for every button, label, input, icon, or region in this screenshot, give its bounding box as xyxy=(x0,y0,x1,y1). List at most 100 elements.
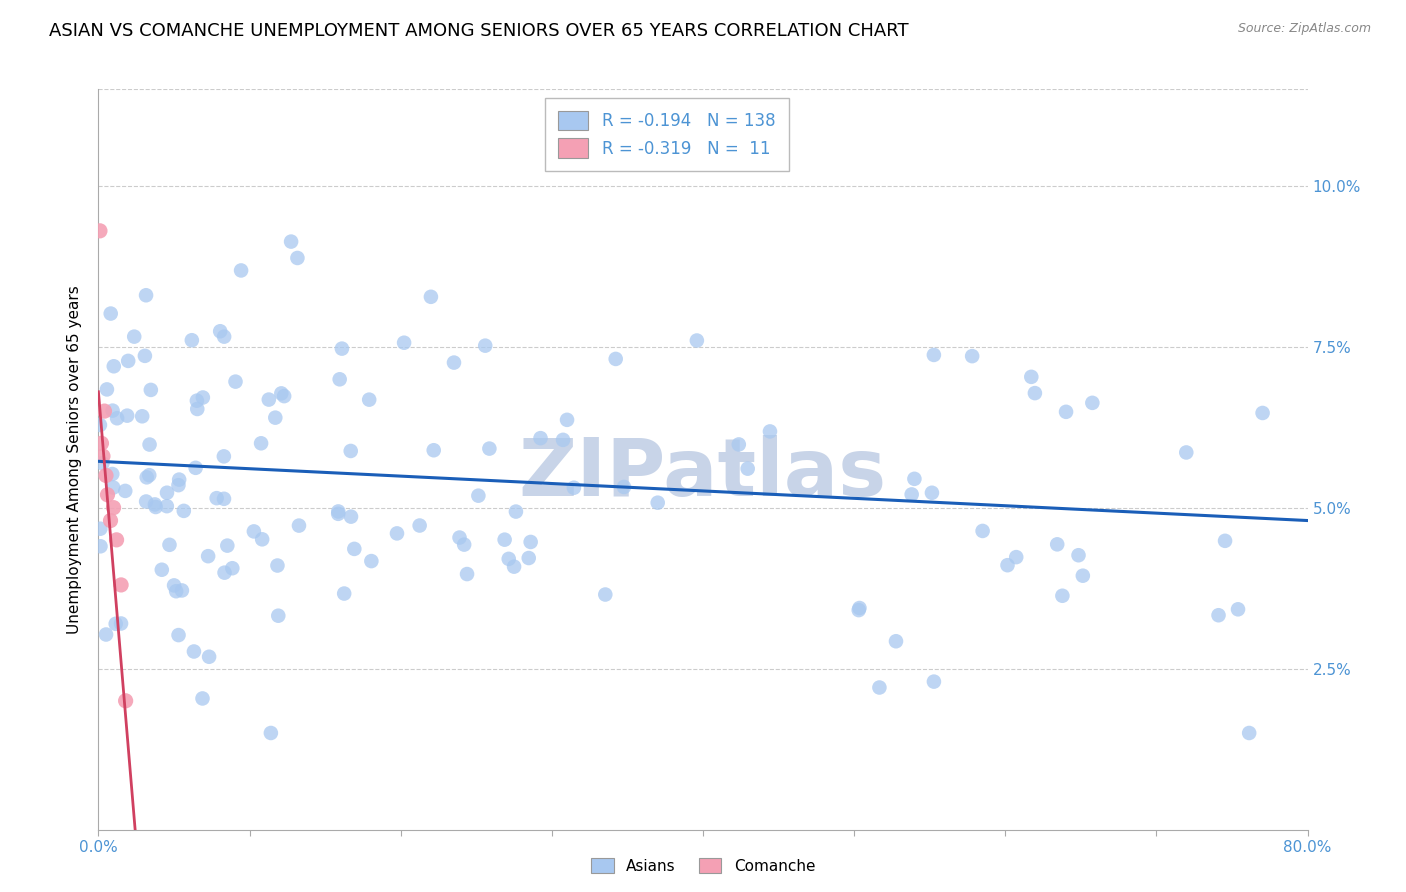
Point xyxy=(103,500,125,515)
Point xyxy=(209,324,232,338)
Point xyxy=(392,335,415,350)
Point xyxy=(103,359,125,374)
Point xyxy=(595,588,617,602)
Point xyxy=(229,263,252,277)
Point xyxy=(139,383,162,397)
Point xyxy=(243,524,266,539)
Point xyxy=(260,726,283,740)
Point xyxy=(110,616,132,631)
Point xyxy=(329,372,352,386)
Point xyxy=(385,526,408,541)
Point xyxy=(328,507,350,521)
Point xyxy=(100,514,122,528)
Point xyxy=(868,681,890,695)
Point xyxy=(922,674,945,689)
Point xyxy=(257,392,280,407)
Point xyxy=(135,288,157,302)
Point xyxy=(191,691,214,706)
Point xyxy=(273,389,295,403)
Point xyxy=(114,694,136,708)
Point xyxy=(921,485,943,500)
Point xyxy=(555,413,578,427)
Point xyxy=(900,487,922,501)
Point xyxy=(456,567,478,582)
Point xyxy=(186,401,208,416)
Point xyxy=(131,409,153,424)
Point xyxy=(613,480,636,494)
Point xyxy=(91,449,114,463)
Point xyxy=(104,616,127,631)
Point xyxy=(135,494,157,508)
Point xyxy=(972,524,994,538)
Legend: R = -0.194   N = 138, R = -0.319   N =  11: R = -0.194 N = 138, R = -0.319 N = 11 xyxy=(546,97,789,171)
Point xyxy=(105,533,128,547)
Point xyxy=(267,608,290,623)
Point xyxy=(503,559,526,574)
Point xyxy=(1175,445,1198,459)
Point xyxy=(960,349,983,363)
Point xyxy=(1054,405,1077,419)
Point xyxy=(165,584,187,599)
Point xyxy=(1024,386,1046,401)
Point xyxy=(1052,589,1074,603)
Point xyxy=(997,558,1019,573)
Y-axis label: Unemployment Among Seniors over 65 years: Unemployment Among Seniors over 65 years xyxy=(67,285,83,633)
Point xyxy=(122,329,145,343)
Point xyxy=(212,491,235,506)
Point xyxy=(494,533,516,547)
Point xyxy=(167,478,190,492)
Point xyxy=(519,535,541,549)
Point xyxy=(167,628,190,642)
Point xyxy=(156,485,179,500)
Point xyxy=(1071,568,1094,582)
Point xyxy=(453,538,475,552)
Point xyxy=(110,578,132,592)
Point xyxy=(343,541,366,556)
Point xyxy=(408,518,430,533)
Point xyxy=(101,467,124,481)
Point xyxy=(143,498,166,512)
Point xyxy=(197,549,219,564)
Point xyxy=(135,470,157,484)
Point xyxy=(333,586,356,600)
Point xyxy=(156,499,179,513)
Point xyxy=(205,491,228,505)
Point xyxy=(647,496,669,510)
Point xyxy=(89,539,111,553)
Point xyxy=(115,409,138,423)
Point xyxy=(474,339,496,353)
Point xyxy=(922,348,945,362)
Point xyxy=(884,634,907,648)
Point xyxy=(1237,726,1260,740)
Point xyxy=(212,329,235,343)
Point xyxy=(145,500,167,514)
Point xyxy=(270,386,292,401)
Point xyxy=(759,425,782,439)
Point xyxy=(96,488,118,502)
Point xyxy=(737,461,759,475)
Text: ASIAN VS COMANCHE UNEMPLOYMENT AMONG SENIORS OVER 65 YEARS CORRELATION CHART: ASIAN VS COMANCHE UNEMPLOYMENT AMONG SEN… xyxy=(49,22,908,40)
Point xyxy=(198,649,221,664)
Point xyxy=(103,481,125,495)
Point xyxy=(340,509,363,524)
Point xyxy=(170,583,193,598)
Point xyxy=(191,391,214,405)
Point xyxy=(186,393,208,408)
Point xyxy=(422,443,444,458)
Point xyxy=(105,411,128,425)
Text: Source: ZipAtlas.com: Source: ZipAtlas.com xyxy=(1237,22,1371,36)
Point xyxy=(221,561,243,575)
Point xyxy=(159,538,181,552)
Point xyxy=(138,468,160,483)
Point xyxy=(1019,369,1042,384)
Point xyxy=(551,433,574,447)
Point xyxy=(339,444,361,458)
Point xyxy=(848,601,870,615)
Point xyxy=(467,489,489,503)
Point xyxy=(605,351,627,366)
Point xyxy=(1227,602,1250,616)
Point xyxy=(562,481,585,495)
Point xyxy=(686,334,709,348)
Text: ZIPatlas: ZIPatlas xyxy=(519,435,887,513)
Point xyxy=(89,224,111,238)
